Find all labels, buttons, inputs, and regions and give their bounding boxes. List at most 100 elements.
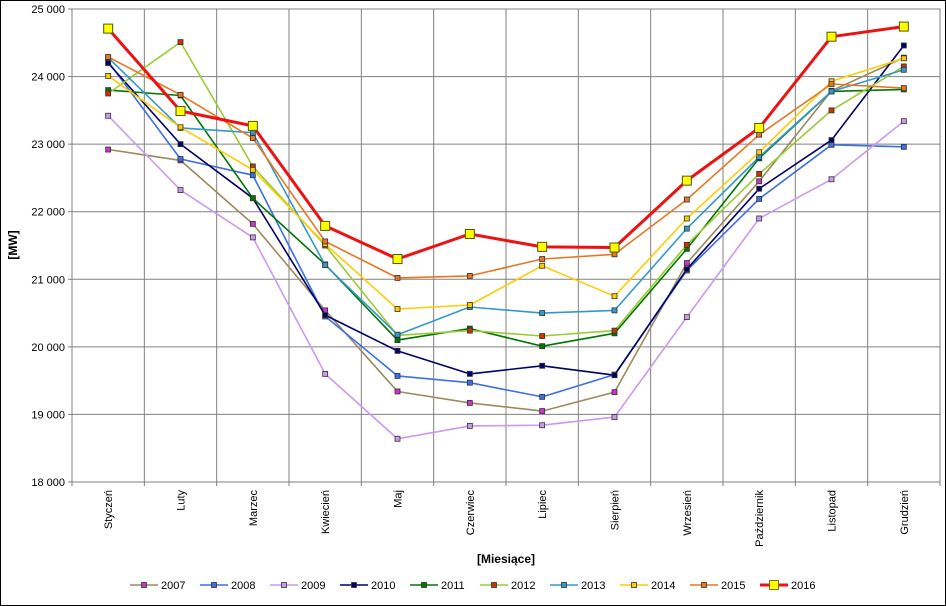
legend-label: 2008 bbox=[231, 580, 255, 592]
y-tick-label: 24 000 bbox=[31, 72, 65, 84]
data-point-2009 bbox=[177, 187, 184, 193]
data-point-2012 bbox=[756, 170, 763, 177]
data-point-2016 bbox=[826, 31, 837, 42]
x-tick-label: Lipiec bbox=[537, 490, 549, 519]
data-point-2008 bbox=[828, 141, 835, 148]
data-point-2010 bbox=[394, 348, 401, 354]
data-point-2015 bbox=[828, 81, 835, 87]
legend-label: 2014 bbox=[651, 580, 675, 592]
data-point-2015 bbox=[322, 238, 329, 245]
legend-item-2015: 2015 bbox=[690, 580, 745, 592]
data-point-2015 bbox=[756, 131, 763, 138]
data-point-2016 bbox=[320, 220, 331, 231]
data-point-2009 bbox=[249, 234, 256, 241]
data-point-2008 bbox=[466, 379, 473, 386]
x-tick-label: Kwiecień bbox=[320, 490, 332, 534]
series-2015 bbox=[105, 54, 907, 281]
data-point-2015 bbox=[394, 275, 401, 281]
y-tick-label: 23 000 bbox=[31, 139, 65, 151]
series-line-2010 bbox=[107, 45, 905, 377]
legend-item-2016: 2016 bbox=[760, 580, 815, 592]
data-point-2009 bbox=[828, 176, 835, 183]
data-point-2007 bbox=[683, 260, 690, 266]
data-point-2014 bbox=[177, 124, 184, 131]
legend-item-2011: 2011 bbox=[410, 580, 465, 592]
data-point-2008 bbox=[539, 393, 546, 400]
data-point-2016 bbox=[754, 122, 765, 133]
legend-swatch-marker bbox=[281, 582, 287, 588]
legend-swatch-marker bbox=[631, 582, 637, 588]
y-tick-label: 22 000 bbox=[31, 207, 65, 219]
data-point-2010 bbox=[900, 42, 907, 49]
legend-label: 2012 bbox=[511, 580, 535, 592]
data-point-2012 bbox=[683, 241, 690, 248]
legend-label: 2013 bbox=[581, 580, 605, 592]
legend-label: 2009 bbox=[301, 580, 325, 592]
x-tick-label: Marzec bbox=[248, 490, 260, 527]
legend-swatch-marker bbox=[141, 582, 147, 588]
series-line-2009 bbox=[107, 115, 905, 440]
legend-swatch-marker bbox=[421, 582, 427, 588]
y-axis-ticks: 18 000 19 000 20 000 21 000 22 000 23 000 24 0… bbox=[31, 4, 72, 489]
x-tick-label: Sierpień bbox=[610, 490, 622, 530]
y-tick-label: 18 000 bbox=[31, 477, 65, 489]
legend-item-2014: 2014 bbox=[620, 580, 675, 592]
series-line-2011 bbox=[108, 88, 904, 348]
data-point-2010 bbox=[611, 372, 618, 379]
data-point-2015 bbox=[611, 251, 618, 258]
x-tick-label: Luty bbox=[176, 490, 188, 511]
data-point-2013 bbox=[539, 310, 546, 316]
data-point-2014 bbox=[756, 149, 763, 156]
x-tick-label: Wrzesień bbox=[682, 490, 694, 536]
data-point-2010 bbox=[539, 362, 546, 369]
data-point-2012 bbox=[611, 327, 618, 334]
data-point-2014 bbox=[105, 72, 112, 79]
data-point-2011 bbox=[249, 195, 256, 202]
data-point-2016 bbox=[392, 254, 403, 265]
data-point-2014 bbox=[683, 215, 690, 222]
x-tick-label: Czerwiec bbox=[465, 490, 477, 536]
data-point-2016 bbox=[247, 120, 258, 131]
data-point-2015 bbox=[177, 91, 184, 98]
series-2012 bbox=[105, 39, 907, 339]
legend: 2007 2008 2009 2010 2011 2012 2013 2014 2015 2016 bbox=[130, 580, 815, 592]
x-tick-label: Listopad bbox=[827, 490, 839, 532]
data-point-2014 bbox=[611, 293, 618, 300]
data-point-2010 bbox=[828, 137, 835, 143]
data-point-2016 bbox=[464, 229, 475, 240]
legend-item-2012: 2012 bbox=[480, 580, 535, 592]
legend-swatch-marker bbox=[351, 582, 357, 588]
data-point-2016 bbox=[103, 23, 114, 34]
series-lines bbox=[103, 21, 909, 442]
x-tick-label: Październik bbox=[754, 490, 766, 547]
data-point-2007 bbox=[394, 388, 401, 395]
data-point-2009 bbox=[322, 370, 329, 377]
data-point-2013 bbox=[611, 307, 618, 314]
legend-item-2008: 2008 bbox=[200, 580, 255, 592]
data-point-2010 bbox=[177, 141, 184, 148]
series-2016 bbox=[103, 21, 909, 265]
series-line-2012 bbox=[107, 41, 905, 337]
data-point-2014 bbox=[249, 166, 256, 173]
data-point-2007 bbox=[466, 400, 473, 406]
legend-label: 2015 bbox=[721, 580, 745, 592]
y-tick-label: 25 000 bbox=[31, 4, 65, 16]
series-line-2013 bbox=[107, 57, 905, 336]
data-point-2008 bbox=[756, 195, 763, 202]
legend-swatch-marker bbox=[491, 582, 497, 588]
legend-item-2013: 2013 bbox=[550, 580, 605, 592]
data-point-2015 bbox=[105, 54, 112, 60]
data-point-2009 bbox=[900, 118, 907, 125]
series-line-2014 bbox=[107, 57, 905, 310]
data-point-2010 bbox=[683, 266, 690, 273]
data-point-2016 bbox=[681, 175, 692, 186]
data-point-2016 bbox=[537, 241, 548, 252]
y-axis-title: [MW] bbox=[6, 230, 20, 259]
data-point-2013 bbox=[322, 262, 329, 268]
legend-swatch-marker bbox=[561, 582, 567, 588]
data-point-2011 bbox=[539, 343, 546, 350]
data-point-2009 bbox=[466, 423, 473, 429]
data-point-2013 bbox=[828, 88, 835, 95]
data-point-2008 bbox=[394, 373, 401, 379]
